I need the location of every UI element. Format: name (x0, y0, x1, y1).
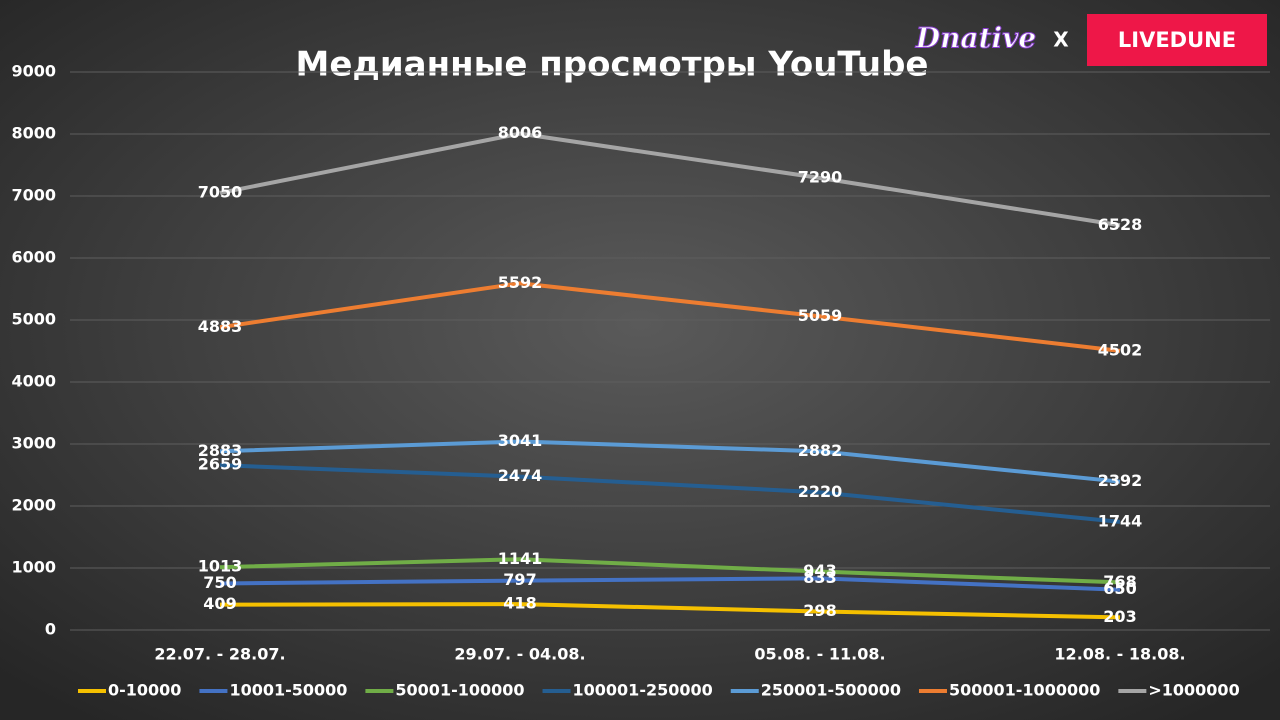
data-label: 1744 (1098, 511, 1143, 530)
data-label: 203 (1103, 607, 1136, 626)
legend-label: 10001-50000 (229, 681, 347, 700)
legend-label: 250001-500000 (761, 681, 901, 700)
data-label: 1141 (498, 549, 543, 568)
legend-label: >1000000 (1148, 681, 1239, 700)
series-line (219, 576, 1121, 592)
data-label: 2659 (198, 455, 243, 474)
legend-label: 500001-1000000 (949, 681, 1100, 700)
data-label: 2882 (798, 441, 843, 460)
data-label: 768 (1103, 572, 1136, 591)
data-label: 8006 (498, 123, 543, 142)
data-label: 298 (803, 601, 836, 620)
data-label: 2883 (198, 441, 243, 460)
y-tick-label: 7000 (11, 186, 56, 205)
data-label: 797 (503, 570, 536, 589)
legend-label: 0-10000 (108, 681, 181, 700)
data-label: 2392 (1098, 471, 1143, 490)
y-tick-label: 3000 (11, 434, 56, 453)
x-tick-label: 12.08. - 18.08. (1054, 645, 1185, 664)
partner-logo: LIVEDUNE (1118, 28, 1236, 52)
data-label: 7050 (198, 182, 243, 201)
data-label: 3041 (498, 431, 543, 450)
y-tick-label: 5000 (11, 310, 56, 329)
legend-label: 100001-250000 (573, 681, 713, 700)
data-label: 6528 (1098, 215, 1143, 234)
y-tick-label: 2000 (11, 496, 56, 515)
data-label: 4502 (1098, 340, 1143, 359)
x-tick-label: 29.07. - 04.08. (454, 645, 585, 664)
data-label: 943 (803, 561, 836, 580)
series-line (219, 281, 1121, 353)
data-label: 2220 (798, 482, 843, 501)
chart-title: Медианные просмотры YouTube (296, 45, 929, 85)
y-tick-label: 6000 (11, 248, 56, 267)
data-label: 2474 (498, 466, 543, 485)
brand-logo: Dnative (915, 22, 1036, 55)
data-label: 5592 (498, 273, 543, 292)
series-line (219, 131, 1121, 228)
partner-logo-box (1087, 14, 1267, 66)
data-label: 7290 (798, 168, 843, 187)
y-tick-label: 9000 (11, 62, 56, 81)
x-tick-label: 22.07. - 28.07. (154, 645, 285, 664)
data-label: 409 (203, 594, 236, 613)
data-label: 4883 (198, 317, 243, 336)
series-line (219, 602, 1121, 620)
data-label: 5059 (798, 306, 843, 325)
y-tick-label: 4000 (11, 372, 56, 391)
series-line (219, 463, 1121, 524)
data-label: 833 (803, 568, 836, 587)
data-label: 750 (203, 573, 236, 592)
separator: X (1053, 28, 1069, 52)
legend-label: 50001-100000 (395, 681, 524, 700)
data-label: 1013 (198, 557, 243, 576)
data-label: 650 (1103, 579, 1136, 598)
data-label: 418 (503, 594, 536, 613)
y-tick-label: 8000 (11, 124, 56, 143)
y-tick-label: 0 (45, 620, 56, 639)
series-line (219, 557, 1121, 585)
x-tick-label: 05.08. - 11.08. (754, 645, 885, 664)
series-line (219, 439, 1121, 484)
y-tick-label: 1000 (11, 558, 56, 577)
